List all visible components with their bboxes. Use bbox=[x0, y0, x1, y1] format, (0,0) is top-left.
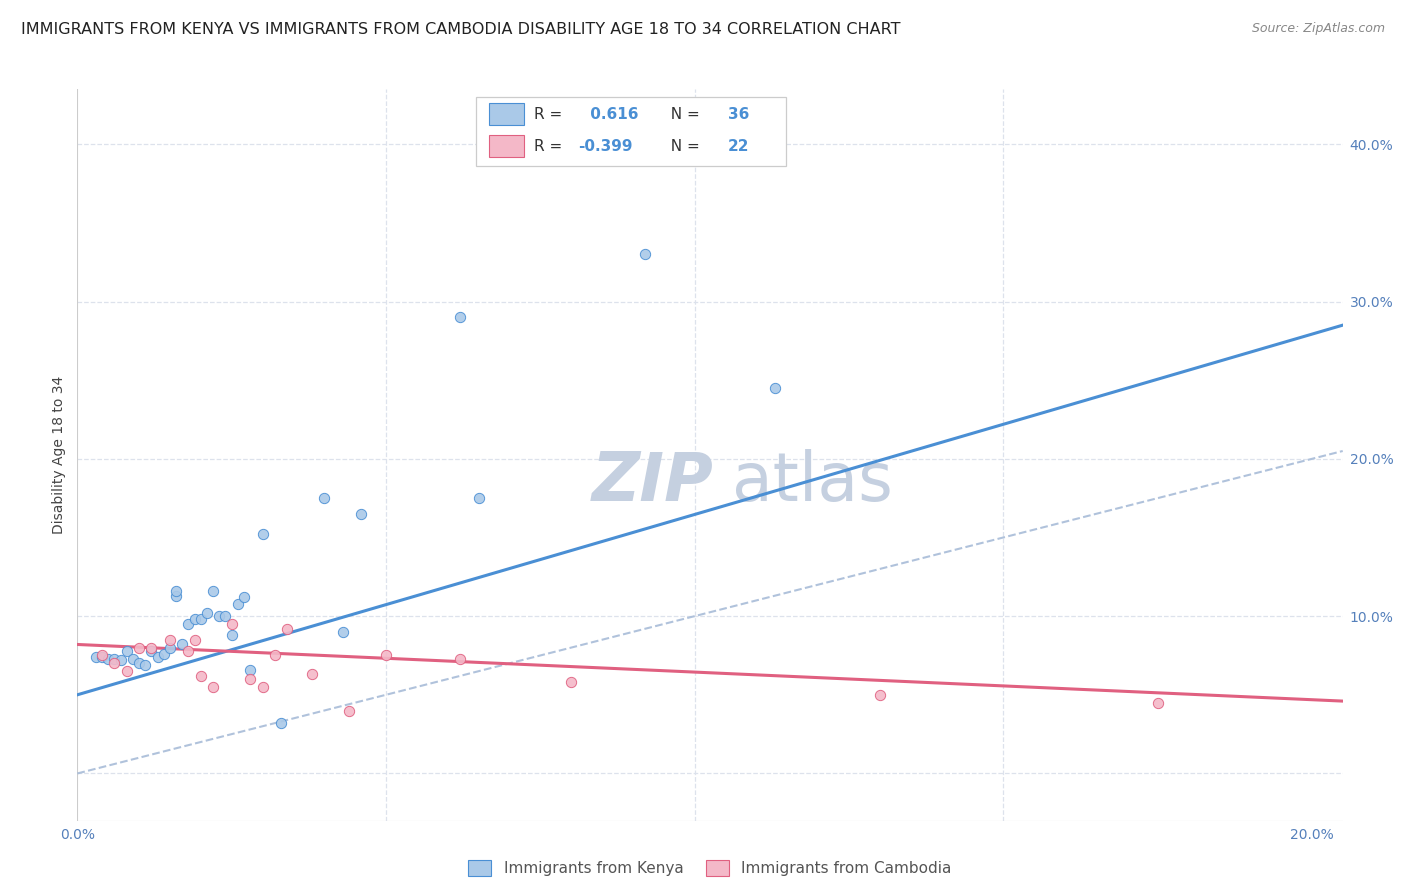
Text: atlas: atlas bbox=[731, 450, 893, 516]
Point bbox=[195, 606, 218, 620]
Point bbox=[1146, 696, 1168, 710]
Legend: Immigrants from Kenya, Immigrants from Cambodia: Immigrants from Kenya, Immigrants from C… bbox=[463, 855, 957, 882]
Point bbox=[560, 675, 582, 690]
Point bbox=[103, 651, 125, 665]
Point bbox=[263, 648, 285, 663]
Point bbox=[314, 491, 336, 505]
Point bbox=[190, 669, 212, 683]
Y-axis label: Disability Age 18 to 34: Disability Age 18 to 34 bbox=[52, 376, 66, 534]
Point bbox=[84, 650, 107, 665]
Text: N =: N = bbox=[661, 139, 704, 153]
Point bbox=[115, 664, 138, 678]
Point bbox=[202, 680, 225, 694]
Point bbox=[159, 640, 181, 655]
Point bbox=[152, 647, 174, 661]
Point bbox=[226, 597, 249, 611]
Point bbox=[91, 648, 114, 663]
Point bbox=[763, 381, 786, 395]
Point bbox=[252, 680, 274, 694]
Point bbox=[449, 651, 471, 665]
Point bbox=[449, 310, 471, 325]
Point bbox=[467, 491, 489, 505]
Point bbox=[141, 644, 163, 658]
Bar bbox=[489, 103, 524, 125]
Point bbox=[301, 667, 323, 681]
Point bbox=[165, 584, 187, 599]
Point bbox=[172, 637, 194, 651]
Point bbox=[202, 584, 225, 599]
Point bbox=[634, 247, 657, 261]
Point bbox=[221, 628, 243, 642]
Bar bbox=[489, 136, 524, 157]
Point bbox=[128, 657, 150, 671]
Point bbox=[270, 716, 292, 731]
Point bbox=[128, 640, 150, 655]
Point bbox=[214, 609, 236, 624]
Point bbox=[337, 704, 360, 718]
Point bbox=[276, 622, 298, 636]
Point bbox=[239, 672, 262, 686]
Point bbox=[183, 632, 205, 647]
Text: 36: 36 bbox=[728, 106, 749, 121]
Point bbox=[146, 650, 169, 665]
Text: Source: ZipAtlas.com: Source: ZipAtlas.com bbox=[1251, 22, 1385, 36]
Point bbox=[165, 589, 187, 603]
Text: R =: R = bbox=[534, 106, 567, 121]
Point bbox=[115, 644, 138, 658]
Point bbox=[97, 651, 120, 665]
Point bbox=[103, 657, 125, 671]
Point bbox=[134, 657, 156, 672]
Text: -0.399: -0.399 bbox=[578, 139, 633, 153]
Point bbox=[183, 612, 205, 626]
Point bbox=[190, 612, 212, 626]
Point bbox=[159, 632, 181, 647]
Text: ZIP: ZIP bbox=[592, 450, 713, 516]
Text: R =: R = bbox=[534, 139, 567, 153]
FancyBboxPatch shape bbox=[477, 96, 786, 166]
Text: IMMIGRANTS FROM KENYA VS IMMIGRANTS FROM CAMBODIA DISABILITY AGE 18 TO 34 CORREL: IMMIGRANTS FROM KENYA VS IMMIGRANTS FROM… bbox=[21, 22, 901, 37]
Point bbox=[869, 688, 891, 702]
Point bbox=[332, 624, 354, 639]
Text: 22: 22 bbox=[728, 139, 749, 153]
Point bbox=[375, 648, 398, 663]
Point bbox=[252, 527, 274, 541]
Point bbox=[233, 591, 256, 605]
Point bbox=[239, 663, 262, 677]
Point bbox=[91, 650, 114, 665]
Point bbox=[141, 640, 163, 655]
Text: N =: N = bbox=[661, 106, 704, 121]
Point bbox=[122, 651, 145, 665]
Point bbox=[350, 507, 373, 521]
Text: 0.616: 0.616 bbox=[585, 106, 638, 121]
Point bbox=[221, 617, 243, 632]
Point bbox=[110, 653, 132, 667]
Point bbox=[177, 617, 200, 632]
Point bbox=[177, 644, 200, 658]
Point bbox=[208, 609, 231, 624]
